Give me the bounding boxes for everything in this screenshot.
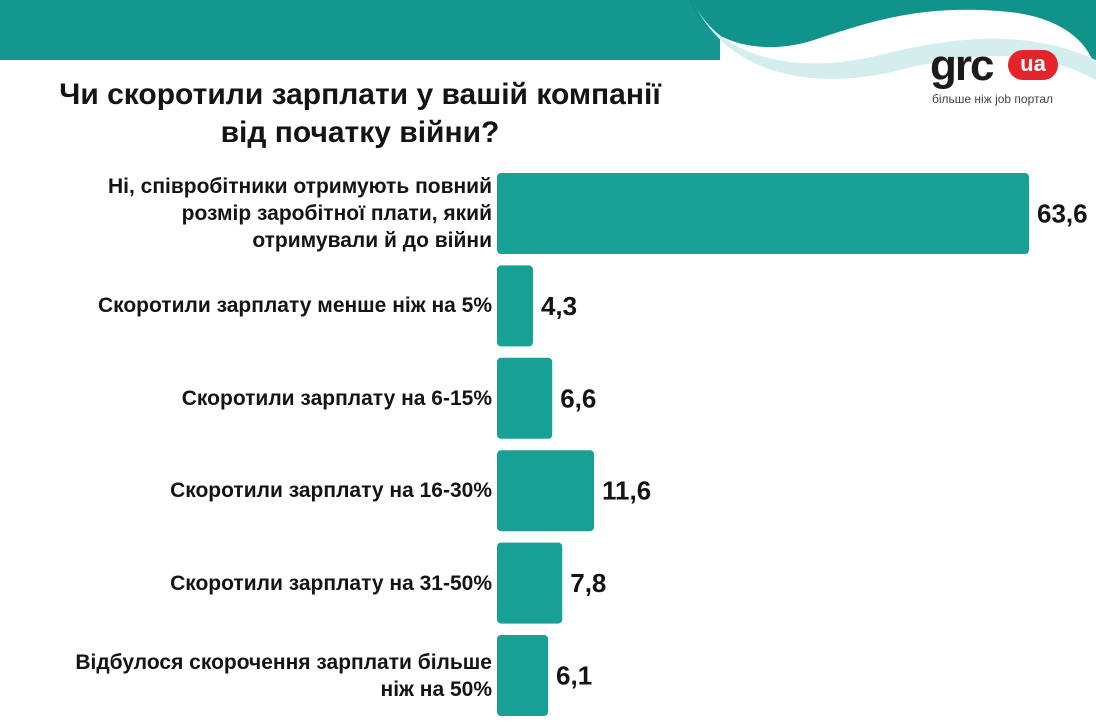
grc-logo: grc ua більше ніж job портал bbox=[930, 44, 1070, 114]
header-wave bbox=[690, 0, 1096, 70]
title-line: Чи скоротили зарплати у вашій компанії bbox=[59, 78, 661, 111]
category-label: Скоротили зарплату менше ніж на 5% bbox=[20, 292, 492, 319]
category-label: Відбулося скорочення зарплати більше ніж … bbox=[20, 649, 492, 703]
category-label-line: Скоротили зарплату менше ніж на 5% bbox=[97, 294, 492, 318]
data-label: 6,6 bbox=[560, 383, 596, 413]
category-label: Скоротили зарплату на 16-30% bbox=[20, 477, 492, 504]
bar bbox=[497, 635, 549, 716]
category-label-line: розмір заробітної плати, який bbox=[181, 202, 492, 225]
category-label: Скоротили зарплату на 31-50% bbox=[20, 570, 492, 597]
category-label: Ні, співробітники отримують повний розмір… bbox=[20, 173, 492, 254]
logo-wordmark: grc bbox=[930, 41, 995, 90]
bar bbox=[497, 173, 1029, 254]
data-label: 4,3 bbox=[541, 291, 577, 321]
logo-tagline: більше ніж job портал bbox=[932, 92, 1054, 106]
chart-title: Чи скоротили зарплати у вашій компанії в… bbox=[20, 76, 700, 152]
category-label-line: отримували й до війни bbox=[252, 229, 492, 252]
bar bbox=[497, 542, 563, 624]
bar bbox=[497, 265, 533, 347]
category-label-line: Відбулося скорочення зарплати більше bbox=[75, 650, 492, 674]
data-label: 6,1 bbox=[556, 661, 592, 691]
category-label: Скоротили зарплату на 6-15% bbox=[20, 385, 492, 412]
category-label-line: Скоротили зарплату на 6-15% bbox=[181, 386, 492, 410]
title-line: від початку війни? bbox=[220, 116, 500, 149]
bar bbox=[497, 450, 595, 532]
category-label-line: Скоротили зарплату на 31-50% bbox=[170, 571, 492, 595]
data-label: 63,6 bbox=[1037, 199, 1088, 229]
category-label-line: Ні, співробітники отримують повний bbox=[108, 175, 492, 198]
bar bbox=[497, 357, 553, 439]
header-teal-band bbox=[0, 0, 720, 60]
logo-badge: ua bbox=[1008, 50, 1058, 80]
data-label: 7,8 bbox=[570, 568, 606, 598]
data-label: 11,6 bbox=[602, 476, 651, 506]
category-label-line: ніж на 50% bbox=[380, 677, 492, 701]
header-wave-light bbox=[692, 0, 1096, 80]
category-label-line: Скоротили зарплату на 16-30% bbox=[170, 479, 492, 503]
